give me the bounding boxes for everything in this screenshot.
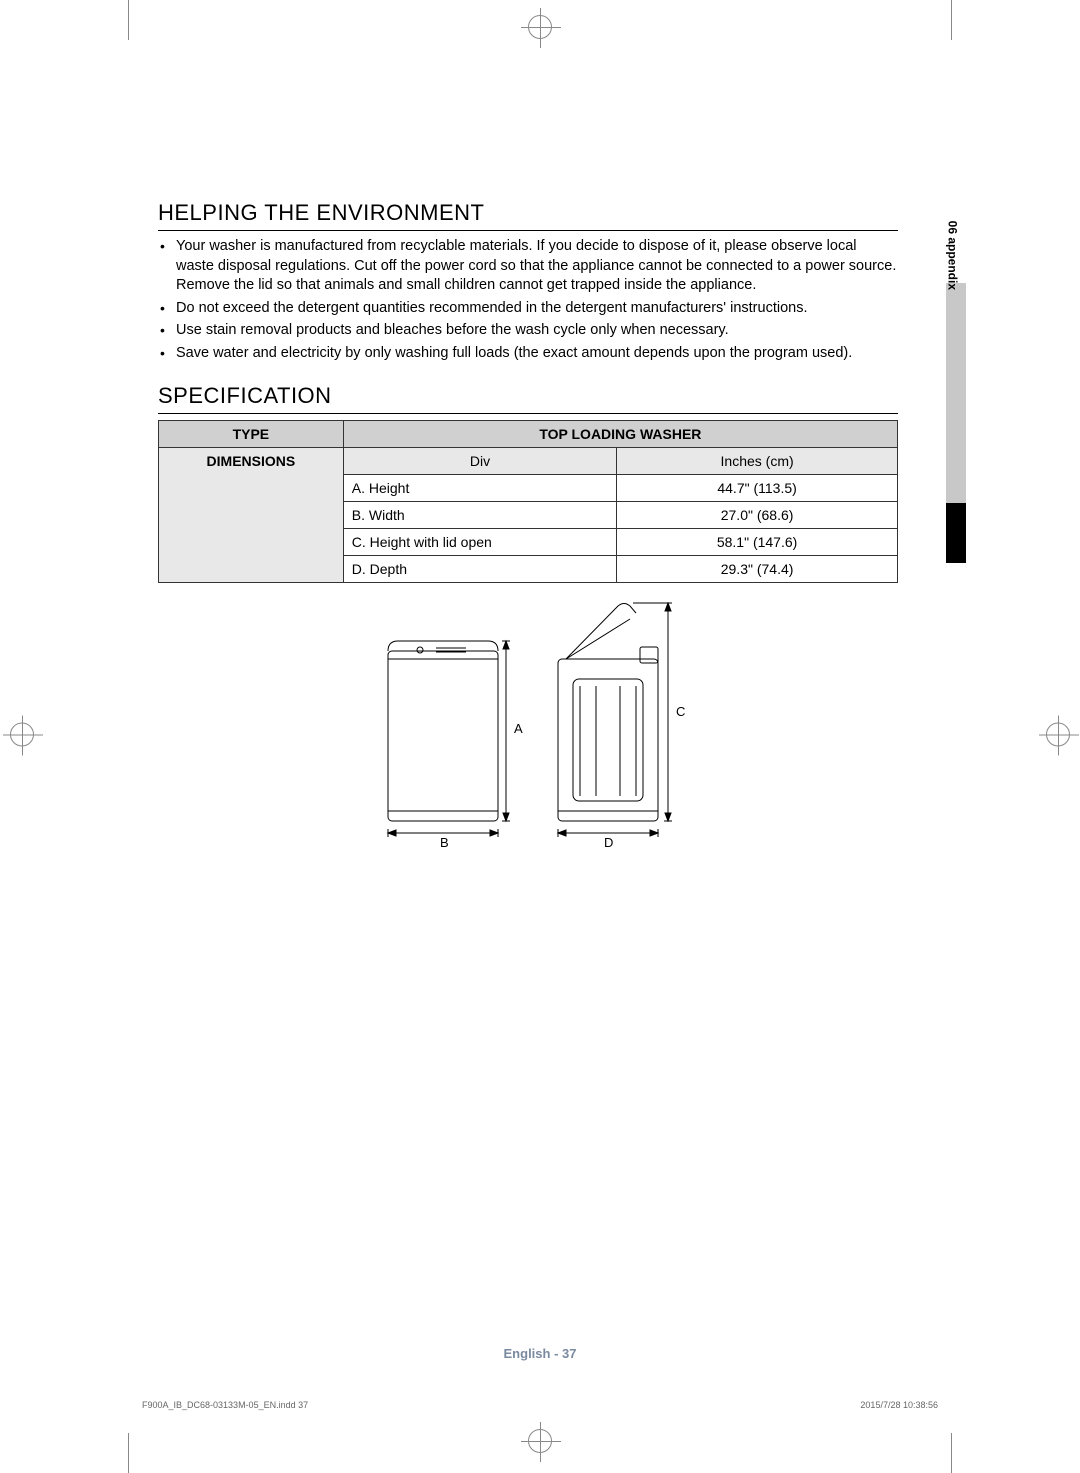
footer-center: English - 37 <box>0 1346 1080 1361</box>
cell-val: 29.3" (74.4) <box>617 556 898 583</box>
cell-div: A. Height <box>343 475 616 502</box>
trim-mark <box>128 0 129 40</box>
crop-mark-right <box>1046 722 1070 751</box>
cell-val: 58.1" (147.6) <box>617 529 898 556</box>
washer-diagram-svg: A B <box>348 601 708 861</box>
list-item: Do not exceed the detergent quantities r… <box>176 299 898 319</box>
div-header: Div <box>343 448 616 475</box>
cell-val: 44.7" (113.5) <box>617 475 898 502</box>
trim-mark <box>951 1433 952 1473</box>
crop-mark-bottom <box>528 1429 552 1458</box>
cell-div: B. Width <box>343 502 616 529</box>
list-item: Your washer is manufactured from recycla… <box>176 237 898 296</box>
cell-val: 27.0" (68.6) <box>617 502 898 529</box>
label-a: A <box>514 721 523 736</box>
spec-table: TYPE TOP LOADING WASHER DIMENSIONS Div I… <box>158 420 898 583</box>
dimensions-label: DIMENSIONS <box>159 448 344 583</box>
page-content: HELPING THE ENVIRONMENT Your washer is m… <box>158 200 898 866</box>
table-row: TYPE TOP LOADING WASHER <box>159 421 898 448</box>
list-item: Use stain removal products and bleaches … <box>176 321 898 341</box>
side-tab <box>946 283 966 563</box>
cell-div: C. Height with lid open <box>343 529 616 556</box>
label-b: B <box>440 835 449 850</box>
unit-header: Inches (cm) <box>617 448 898 475</box>
table-row: DIMENSIONS Div Inches (cm) <box>159 448 898 475</box>
heading-environment: HELPING THE ENVIRONMENT <box>158 200 898 231</box>
crop-mark-left <box>10 722 34 751</box>
list-item: Save water and electricity by only washi… <box>176 344 898 364</box>
cell-div: D. Depth <box>343 556 616 583</box>
environment-list: Your washer is manufactured from recycla… <box>158 237 898 363</box>
crop-mark-top <box>528 15 552 44</box>
footer-left: F900A_IB_DC68-03133M-05_EN.indd 37 <box>142 1400 308 1410</box>
trim-mark <box>951 0 952 40</box>
footer-right: 2015/7/28 10:38:56 <box>860 1400 938 1410</box>
heading-specification: SPECIFICATION <box>158 383 898 414</box>
washer-diagram: A B <box>158 601 898 866</box>
type-value: TOP LOADING WASHER <box>343 421 897 448</box>
side-tab-label: 06 appendix <box>945 221 959 290</box>
label-d: D <box>604 835 613 850</box>
type-label: TYPE <box>159 421 344 448</box>
label-c: C <box>676 704 685 719</box>
trim-mark <box>128 1433 129 1473</box>
